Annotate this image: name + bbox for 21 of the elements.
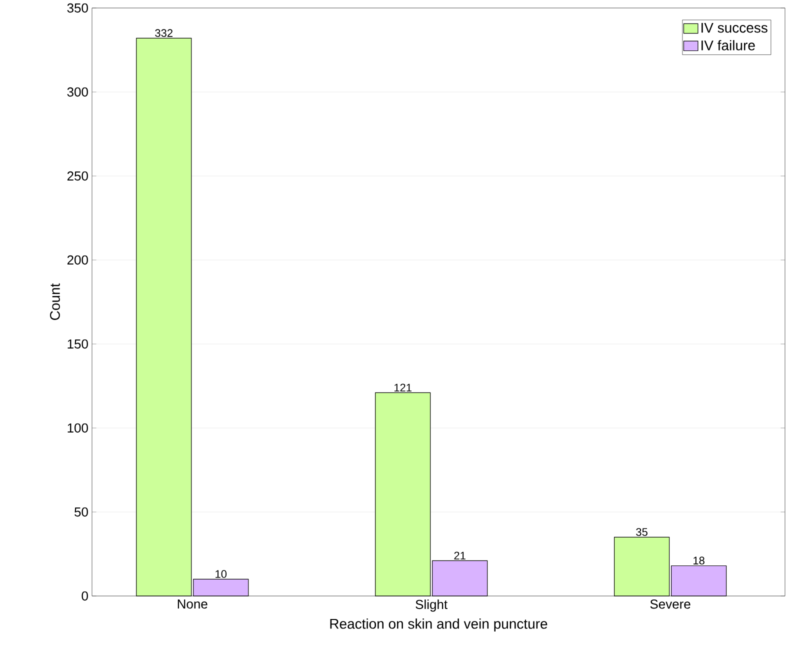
legend-label: IV failure (702, 40, 755, 50)
x-tick-label: None (178, 600, 208, 609)
data-label: 332 (155, 29, 172, 37)
y-tick-label: 200 (67, 255, 88, 265)
x-tick-label: Severe (650, 600, 690, 609)
x-axis-title: Reaction on skin and vein puncture (330, 618, 548, 632)
y-tick-label: 0 (82, 591, 88, 601)
data-label: 10 (216, 570, 227, 578)
x-tick-label: Slight (416, 600, 448, 612)
y-tick-label: 100 (68, 423, 88, 433)
y-tick-label: 350 (67, 3, 88, 13)
y-tick-label: 250 (67, 171, 88, 181)
data-label: 21 (454, 552, 466, 560)
legend-label: IV success (702, 22, 768, 33)
y-tick-label: 300 (67, 87, 88, 97)
data-label: 18 (694, 556, 704, 564)
data-label: 121 (394, 384, 412, 392)
y-tick-label: 50 (74, 507, 88, 517)
y-axis-title: Count (50, 283, 60, 320)
y-tick-label: 150 (68, 339, 88, 349)
data-label: 35 (636, 528, 648, 536)
